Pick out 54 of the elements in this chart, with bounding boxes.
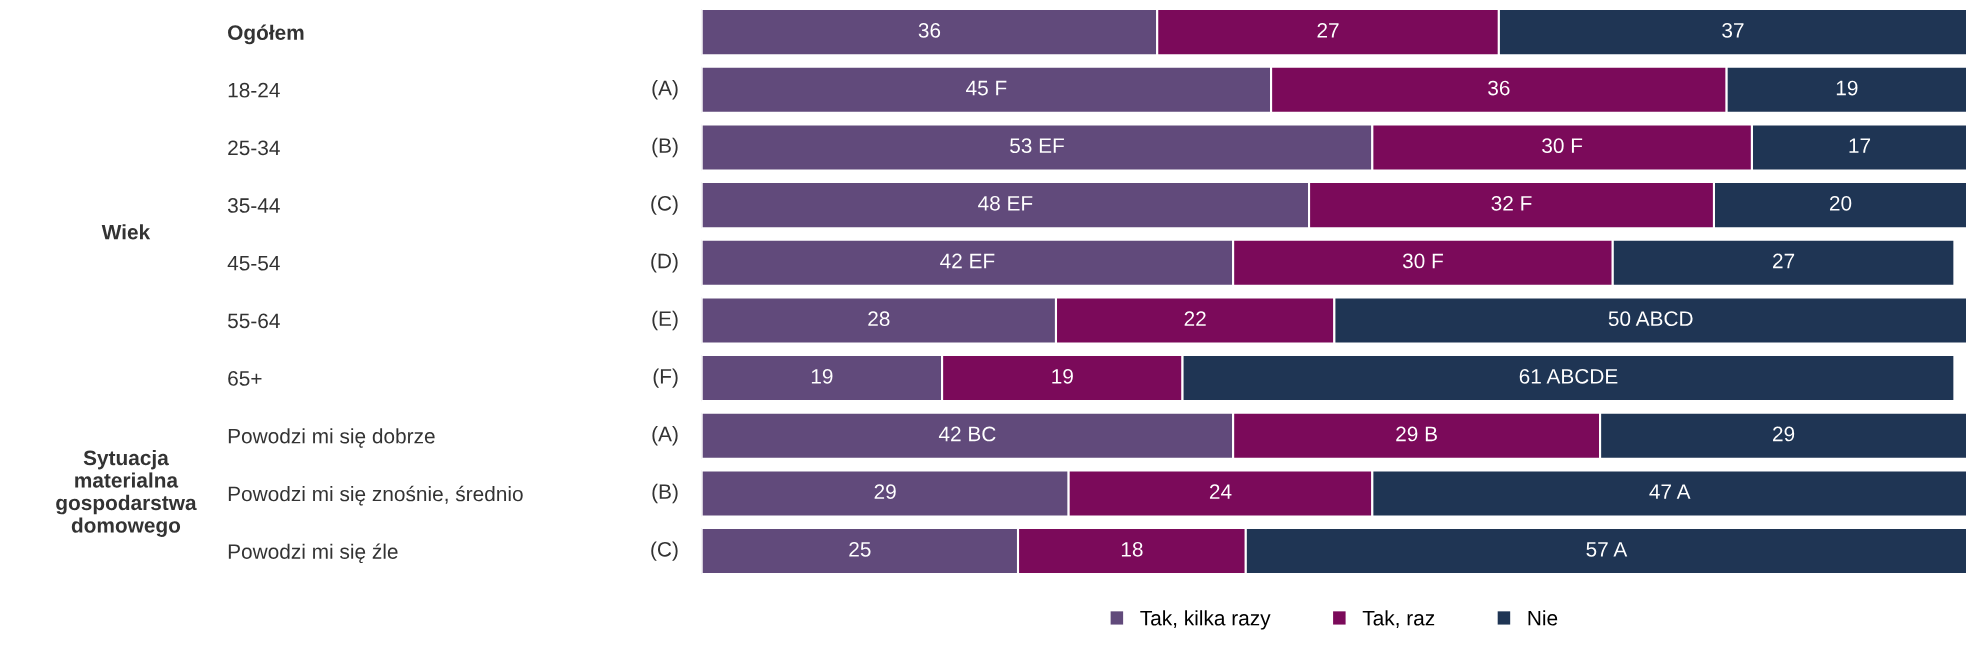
text: (F) [653, 368, 678, 388]
y-tick-label: Ogółem [228, 24, 304, 45]
text: (E) [652, 310, 678, 331]
data-label: 57 A [1586, 542, 1628, 557]
text: (B) [652, 483, 678, 504]
y-tick-label: 65+ [228, 371, 262, 386]
data-label: 30 F [1402, 253, 1443, 269]
y-tick-label: Powodzi mi się znośnie, średnio [228, 485, 523, 506]
data-label: 28 [868, 311, 890, 327]
data-label: 22 [1184, 311, 1206, 326]
data-label: 45 F [966, 80, 1007, 96]
y-tick-label: 25-34 [228, 140, 280, 156]
legend-label: Tak, raz [1362, 610, 1435, 628]
y-tick-label: 35-44 [227, 198, 280, 213]
data-label: 61 ABCDE [1519, 368, 1618, 384]
text: (D) [651, 253, 678, 273]
data-label: 30 F [1542, 138, 1583, 154]
data-label: 27 [1317, 22, 1339, 38]
text: (B) [652, 137, 678, 158]
y-tick-label: 45-54 [227, 255, 280, 271]
data-label: 36 [1488, 80, 1510, 96]
data-label: 18 [1121, 541, 1143, 557]
data-label: 19 [1052, 368, 1073, 384]
data-label: 29 [874, 484, 896, 500]
y-tick-label: 18-24 [228, 82, 280, 98]
data-label: 17 [1849, 138, 1871, 153]
data-label: 50 ABCD [1608, 311, 1693, 327]
data-label: 27 [1773, 253, 1795, 269]
data-label: 29 B [1396, 426, 1437, 442]
data-label: 42 BC [938, 426, 996, 442]
data-label: 20 [1829, 195, 1852, 211]
data-label: 19 [811, 368, 833, 384]
data-label: 47 A [1649, 484, 1691, 499]
data-label: 37 [1722, 22, 1744, 38]
y-tick-label: Powodzi mi się dobrze [228, 428, 435, 448]
legend-label: Tak, kilka razy [1140, 610, 1271, 630]
text: (C) [651, 195, 678, 215]
text: (A) [652, 426, 678, 446]
text: Wiek [101, 224, 151, 240]
legend-label: Nie [1528, 610, 1558, 626]
data-label: 53 EF [1010, 138, 1064, 154]
data-label: 29 [1773, 426, 1795, 442]
text: (A) [652, 80, 678, 100]
data-label: 19 [1836, 80, 1858, 96]
y-tick-label: 55-64 [227, 313, 280, 329]
y-tick-label: Powodzi mi się źle [228, 543, 398, 564]
data-label: 25 [849, 541, 871, 557]
text: (C) [651, 541, 678, 561]
data-label: 36 [918, 22, 941, 38]
data-label: 32 F [1491, 195, 1532, 211]
data-label: 48 EF [978, 195, 1033, 211]
text: Sytuacja materialna gospodarstwa domowego [56, 449, 197, 537]
data-label: 24 [1209, 484, 1232, 499]
data-label: 42 EF [940, 253, 995, 269]
